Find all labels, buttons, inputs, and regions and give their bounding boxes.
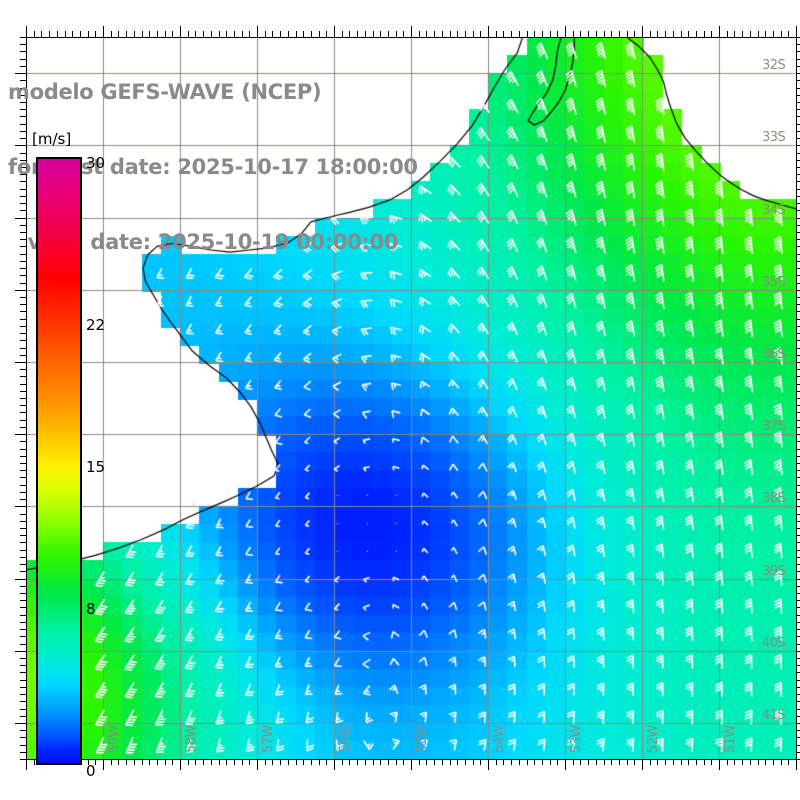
colorbar-tick-15: 15 xyxy=(86,458,106,476)
axis-top xyxy=(26,37,796,38)
lat-label-39s: 39S xyxy=(762,563,786,579)
map-plot-area xyxy=(26,37,796,759)
axis-left xyxy=(26,37,27,760)
wind-barbs xyxy=(26,37,796,759)
lon-label-58w: 58W xyxy=(184,725,199,753)
title-model: modelo GEFS-WAVE (NCEP) xyxy=(8,80,322,104)
lon-label-51w: 51W xyxy=(723,725,738,753)
lat-label-35s: 35S xyxy=(762,274,786,290)
colorbar-unit-label: [m/s] xyxy=(32,130,72,148)
lat-label-33s: 33S xyxy=(762,130,786,146)
lat-label-34s: 34S xyxy=(762,202,786,218)
lat-label-32s: 32S xyxy=(762,58,786,74)
lat-label-40s: 40S xyxy=(762,635,786,651)
lat-label-41s: 41S xyxy=(762,707,786,723)
lon-label-57w: 57W xyxy=(261,725,276,753)
colorbar-tick-8: 8 xyxy=(86,599,96,618)
colorbar-gradient xyxy=(36,157,82,765)
lat-label-37s: 37S xyxy=(762,419,786,435)
lon-label-53w: 53W xyxy=(569,725,584,753)
lon-label-54w: 54W xyxy=(492,725,507,753)
colorbar-tick-22: 22 xyxy=(86,316,106,335)
lon-label-52w: 52W xyxy=(646,725,661,753)
lon-label-59w: 59W xyxy=(107,725,122,753)
lat-label-36s: 36S xyxy=(762,346,786,362)
colorbar-tick-0: 0 xyxy=(86,762,96,780)
colorbar-tick-30: 30 xyxy=(86,154,106,172)
lon-label-55w: 55W xyxy=(415,725,430,753)
lon-label-56w: 56W xyxy=(338,725,353,753)
colorbar xyxy=(36,157,82,765)
lat-label-38s: 38S xyxy=(762,491,786,507)
